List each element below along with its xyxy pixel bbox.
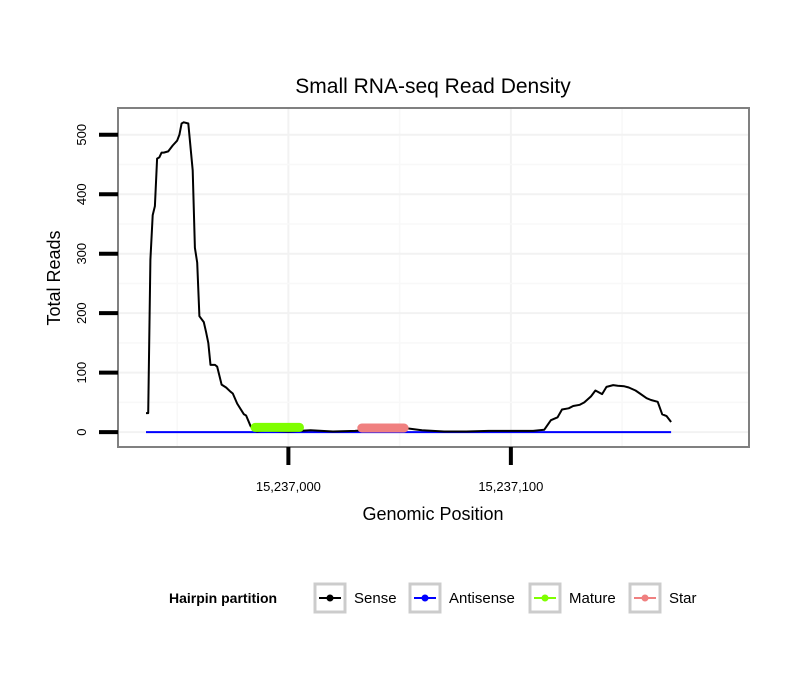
y-tick-label: 200 (74, 302, 89, 324)
series-layer (146, 121, 672, 434)
legend-label: Sense (354, 590, 397, 607)
plot-border (117, 107, 750, 448)
legend-key-point (421, 594, 429, 602)
legend: Hairpin partition Sense Antisense Mature St… (169, 582, 697, 614)
legend-key-point (541, 594, 549, 602)
x-axis-title: Genomic Position (362, 504, 503, 524)
y-tick-label: 500 (74, 124, 89, 146)
y-tick-label: 100 (74, 362, 89, 384)
legend-key-point (641, 594, 649, 602)
legend-key-point (326, 594, 334, 602)
legend-title: Hairpin partition (169, 590, 277, 606)
y-axis-title: Total Reads (44, 230, 64, 325)
y-tick-label: 400 (74, 183, 89, 205)
y-tick-label: 300 (74, 243, 89, 265)
axes: 15,237,000 15,237,100 0 100 200 300 400 500 (74, 124, 543, 494)
legend-label: Mature (569, 590, 616, 607)
x-tick-label: 15,237,000 (256, 479, 321, 494)
x-tick-label: 15,237,100 (478, 479, 543, 494)
legend-label: Star (669, 590, 697, 607)
plot-panel (118, 108, 749, 447)
chart-title: Small RNA-seq Read Density (295, 75, 571, 98)
y-tick-label: 0 (74, 429, 89, 436)
legend-label: Antisense (449, 590, 515, 607)
